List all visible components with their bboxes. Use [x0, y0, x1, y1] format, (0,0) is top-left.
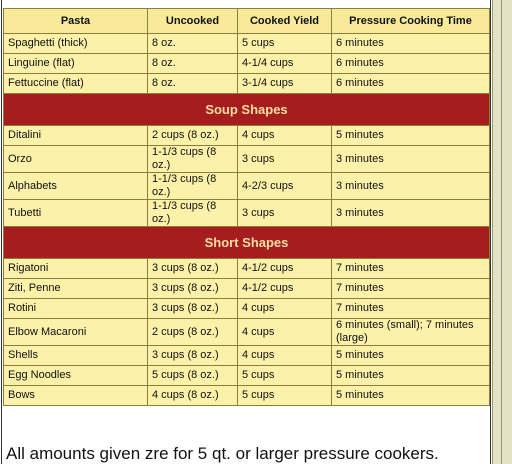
table-cell: Fettuccine (flat)	[3, 73, 148, 94]
table-cell: 4-1/2 cups	[237, 278, 332, 299]
section-row: Soup Shapes	[3, 93, 490, 126]
table-cell: 8 oz.	[147, 33, 238, 54]
table-cell: 3 cups (8 oz.)	[147, 298, 238, 319]
table-row: Egg Noodles 5 cups (8 oz.) 5 cups 5 minutes	[3, 365, 490, 386]
table-cell: 7 minutes	[331, 258, 490, 279]
header-cell: Pasta	[3, 8, 148, 34]
table-cell: 5 cups	[237, 365, 332, 386]
table-cell: Shells	[3, 345, 148, 366]
table-row: Shells 3 cups (8 oz.) 4 cups 5 minutes	[3, 345, 490, 366]
table-cell: Elbow Macaroni	[3, 318, 148, 346]
table-cell: 4 cups (8 oz.)	[147, 385, 238, 406]
table-row: Fettuccine (flat) 8 oz. 3-1/4 cups 6 minute…	[3, 73, 490, 94]
table-cell: 5 minutes	[331, 345, 490, 366]
table-row: Orzo 1-1/3 cups (8 oz.) 3 cups 3 minutes	[3, 145, 490, 173]
table-cell: 3 cups	[237, 145, 332, 173]
header-row: Pasta Uncooked Cooked Yield Pressure Cookin…	[3, 8, 490, 34]
table-cell: Linguine (flat)	[3, 53, 148, 74]
table-cell: Spaghetti (thick)	[3, 33, 148, 54]
table-cell: 6 minutes	[331, 53, 490, 74]
table-cell: 5 cups (8 oz.)	[147, 365, 238, 386]
table-cell: 4-1/2 cups	[237, 258, 332, 279]
table-row: Elbow Macaroni 2 cups (8 oz.) 4 cups 6 minu…	[3, 318, 490, 346]
table-row: Ditalini 2 cups (8 oz.) 4 cups 5 minutes	[3, 125, 490, 146]
table-cell: 3 cups (8 oz.)	[147, 258, 238, 279]
table-cell: 8 oz.	[147, 73, 238, 94]
table-cell: Ditalini	[3, 125, 148, 146]
table-cell: 1-1/3 cups (8 oz.)	[147, 199, 238, 227]
table-cell: 2 cups (8 oz.)	[147, 318, 238, 346]
table-cell: Orzo	[3, 145, 148, 173]
table-cell: Bows	[3, 385, 148, 406]
table-row: Alphabets 1-1/3 cups (8 oz.) 4-2/3 cups 3 m…	[3, 172, 490, 200]
frame	[1, 0, 491, 464]
header-cell: Cooked Yield	[237, 8, 332, 34]
table-cell: 5 minutes	[331, 365, 490, 386]
table-cell: 3 cups (8 oz.)	[147, 278, 238, 299]
side-panel	[492, 0, 512, 464]
table-body: Spaghetti (thick) 8 oz. 5 cups 6 minutes Lin…	[3, 33, 490, 406]
table-cell: Ziti, Penne	[3, 278, 148, 299]
table-cell: 5 cups	[237, 385, 332, 406]
table-cell: 3 minutes	[331, 145, 490, 173]
table-cell: Egg Noodles	[3, 365, 148, 386]
table-cell: 6 minutes (small); 7 minutes (large)	[331, 318, 490, 346]
table-cell: 3 cups	[237, 199, 332, 227]
table-cell: 5 minutes	[331, 125, 490, 146]
table-cell: 1-1/3 cups (8 oz.)	[147, 145, 238, 173]
table-cell: 6 minutes	[331, 73, 490, 94]
table-row: Ziti, Penne 3 cups (8 oz.) 4-1/2 cups 7 min…	[3, 278, 490, 299]
table-cell: 3-1/4 cups	[237, 73, 332, 94]
table-cell: 1-1/3 cups (8 oz.)	[147, 172, 238, 200]
table-cell: Rigatoni	[3, 258, 148, 279]
table-cell: 4-1/4 cups	[237, 53, 332, 74]
section-title: Short Shapes	[3, 226, 490, 259]
table-cell: Tubetti	[3, 199, 148, 227]
table-row: Rotini 3 cups (8 oz.) 4 cups 7 minutes	[3, 298, 490, 319]
table-cell: 6 minutes	[331, 33, 490, 54]
table-cell: 4 cups	[237, 298, 332, 319]
table-cell: 5 minutes	[331, 385, 490, 406]
section-row: Short Shapes	[3, 226, 490, 259]
table-cell: 4 cups	[237, 345, 332, 366]
header-cell: Uncooked	[147, 8, 238, 34]
table-cell: 3 cups (8 oz.)	[147, 345, 238, 366]
table-cell: 4 cups	[237, 125, 332, 146]
table-cell: Rotini	[3, 298, 148, 319]
table-row: Tubetti 1-1/3 cups (8 oz.) 3 cups 3 minutes	[3, 199, 490, 227]
section-title: Soup Shapes	[3, 93, 490, 126]
table-cell: 7 minutes	[331, 278, 490, 299]
table-cell: 8 oz.	[147, 53, 238, 74]
table-row: Linguine (flat) 8 oz. 4-1/4 cups 6 minutes	[3, 53, 490, 74]
table-cell: 3 minutes	[331, 199, 490, 227]
table-cell: 2 cups (8 oz.)	[147, 125, 238, 146]
pasta-table: Pasta Uncooked Cooked Yield Pressure Cookin…	[3, 8, 490, 406]
table-cell: 3 minutes	[331, 172, 490, 200]
table-cell: 5 cups	[237, 33, 332, 54]
table-row: Spaghetti (thick) 8 oz. 5 cups 6 minutes	[3, 33, 490, 54]
table-cell: 4 cups	[237, 318, 332, 346]
table-cell: Alphabets	[3, 172, 148, 200]
table-row: Bows 4 cups (8 oz.) 5 cups 5 minutes	[3, 385, 490, 406]
table-cell: 7 minutes	[331, 298, 490, 319]
table-row: Rigatoni 3 cups (8 oz.) 4-1/2 cups 7 minute…	[3, 258, 490, 279]
table-cell: 4-2/3 cups	[237, 172, 332, 200]
header-cell: Pressure Cooking Time	[331, 8, 490, 34]
footer-note: All amounts given zre for 5 qt. or large…	[6, 444, 439, 463]
